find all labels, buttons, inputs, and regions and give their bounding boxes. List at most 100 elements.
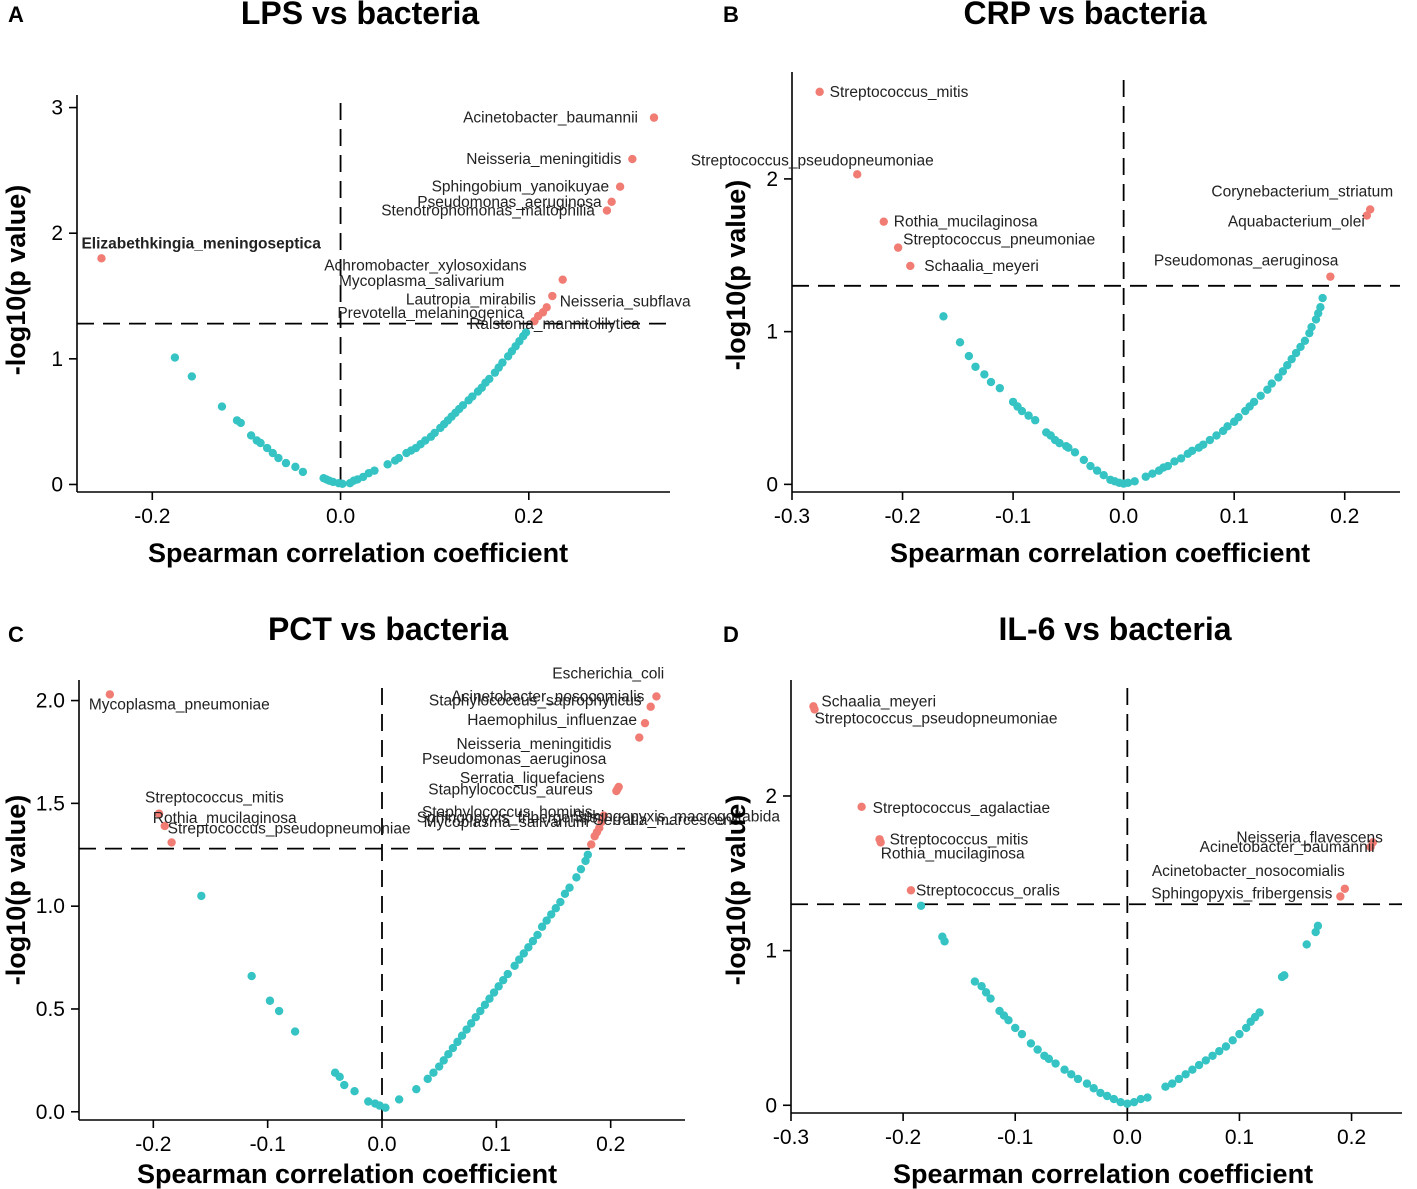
panel-a-point-nonsignificant (236, 418, 245, 428)
panel-b-point-label: Streptococcus_mitis (830, 84, 969, 101)
panel-b-point-significant (815, 87, 824, 97)
panel-a-point-nonsignificant (274, 453, 283, 463)
panel-a-letter: A (8, 2, 24, 27)
panel-d-point-nonsignificant (1073, 1074, 1083, 1084)
panel-a-point-nonsignificant (268, 448, 277, 458)
panel-d-point-nonsignificant (1011, 1023, 1020, 1033)
panel-a-point-label: Mycoplasma_salivarium (339, 273, 504, 290)
panel-a-point-label: Lautropia_mirabilis (406, 291, 536, 308)
panel-d-point-nonsignificant (1221, 1042, 1231, 1051)
panel-c-point-label: Streptococcus_mitis (145, 790, 284, 807)
panel-b-point-label: Corynebacterium_striatum (1211, 183, 1393, 200)
panel-c-point-nonsignificant (247, 971, 256, 981)
panel-d-point-nonsignificant (981, 988, 991, 997)
panel-c-point-nonsignificant (335, 1072, 344, 1082)
panel-a-y-tick-label: 2 (51, 222, 63, 245)
panel-b-point-nonsignificant (1024, 411, 1033, 420)
panel-c-point-significant (612, 786, 621, 796)
panel-b-point-nonsignificant (1064, 443, 1073, 452)
panel-b-point-nonsignificant (1086, 461, 1095, 471)
panel-b-point-label: Aquabacterium_olei (1228, 214, 1365, 231)
panel-a-point-label: Neisseria_subflava (560, 293, 691, 310)
panel-d-point-nonsignificant (1161, 1082, 1170, 1091)
panel-c-point-nonsignificant (499, 975, 508, 985)
panel-d-point-nonsignificant (1194, 1060, 1204, 1070)
panel-b-point-label: Streptococcus_pseudopneumoniae (691, 152, 934, 169)
panel-c-point-nonsignificant (471, 1012, 480, 1022)
panel-b-point-nonsignificant (1249, 397, 1259, 407)
panel-a-x-tick-label: -0.2 (134, 505, 170, 528)
panel-b-point-significant (879, 217, 888, 226)
panel-a-point-significant (558, 275, 567, 284)
panel-b-point-nonsignificant (1307, 322, 1316, 332)
panel-b-point-nonsignificant (1267, 379, 1276, 388)
panel-c-y-tick-label: 1.0 (36, 895, 65, 918)
panel-b-point-label: Rothia_mucilaginosa (894, 214, 1038, 231)
panel-d-point-label: Neisseria_flavescens (1236, 829, 1383, 846)
panel-b-x-tick-label: -0.1 (995, 505, 1031, 528)
panel-c-point-nonsignificant (494, 982, 503, 991)
panel-c-point-nonsignificant (551, 904, 560, 913)
panel-d-point-nonsignificant (1060, 1065, 1069, 1074)
panel-d-letter: D (723, 622, 739, 647)
panel-c-point-nonsignificant (528, 936, 538, 946)
panel-b-point-nonsignificant (1274, 373, 1283, 382)
panel-d-point-nonsignificant (1313, 921, 1323, 931)
panel-c-point-nonsignificant (364, 1097, 373, 1106)
panel-a-y-tick-label: 0 (51, 473, 63, 496)
panel-d-point-label: Rothia_mucilaginosa (881, 845, 1025, 862)
panel-b-x-tick-label: 0.1 (1220, 505, 1249, 528)
panel-c-point-nonsignificant (434, 1062, 444, 1071)
panel-d-x-tick-label: 0.0 (1113, 1126, 1142, 1149)
panel-b-point-nonsignificant (1055, 438, 1064, 448)
panel-c-point-significant (587, 840, 596, 849)
panel-b-point-significant (853, 170, 862, 179)
panel-d-point-significant (1366, 842, 1375, 852)
panel-a-point-label: Stenotrophomonas_maltophilia (381, 203, 595, 220)
panel-b-title: CRP vs bacteria (963, 0, 1206, 31)
panel-a-point-nonsignificant (217, 402, 227, 411)
panel-a-point-nonsignificant (291, 462, 300, 472)
panel-c-point-label: Rothia_mucilaginosa (153, 810, 297, 827)
panel-b-point-nonsignificant (1170, 457, 1179, 466)
panel-b-point-label: Pseudomonas_aeruginosa (1154, 253, 1339, 270)
panel-b-point-nonsignificant (995, 383, 1005, 393)
panel-b-point-nonsignificant (964, 351, 974, 361)
panel-c-point-nonsignificant (429, 1068, 438, 1077)
panel-d-point-nonsignificant (1136, 1094, 1145, 1104)
panel-a-point-nonsignificant (468, 392, 477, 401)
panel-a-point-significant (548, 291, 557, 301)
panel-d-point-nonsignificant (1123, 1099, 1132, 1108)
panel-a-x-tick-label: 0.0 (326, 505, 355, 528)
panel-a-point-nonsignificant (485, 374, 494, 384)
panel-b-point-significant (1362, 211, 1372, 220)
panel-d-point-nonsignificant (1201, 1056, 1211, 1065)
panel-b-point-nonsignificant (1256, 391, 1265, 400)
panel-c-point-nonsignificant (515, 955, 524, 964)
panel-c-point-nonsignificant (340, 1080, 349, 1090)
panel-a-point-significant (628, 154, 637, 164)
panel-a-point-nonsignificant (383, 460, 392, 469)
panel-b-point-label: Schaalia_meyeri (924, 258, 1039, 275)
panel-b-point-nonsignificant (1187, 446, 1197, 455)
panel-c-point-label: Staphylococcus_aureus (428, 782, 593, 799)
panel-c-point-label: Sphingopyxis_fribergensis (417, 809, 598, 826)
panel-c-y-tick-label: 1.5 (36, 792, 65, 815)
panel-c-point-nonsignificant (576, 864, 586, 874)
panel-c-title: PCT vs bacteria (268, 611, 508, 647)
panel-b-point-nonsignificant (1212, 431, 1221, 440)
panel-c-x-tick-label: 0.2 (596, 1133, 625, 1156)
panel-a-x-tick-label: 0.2 (514, 505, 543, 528)
panel-a-point-label: Acinetobacter_baumannii (463, 110, 638, 127)
panel-d-point-label: Acinetobacter_nosocomialis (1152, 863, 1345, 880)
panel-b-point-nonsignificant (1123, 478, 1133, 488)
panel-a-point-nonsignificant (430, 428, 439, 438)
panel-c-x-tick-label: -0.2 (135, 1133, 171, 1156)
panel-d-point-nonsignificant (986, 994, 995, 1003)
panel-a-point-label: Achromobacter_xylosoxidans (324, 258, 527, 275)
panel-b-point-nonsignificant (1205, 435, 1215, 445)
panel-c-point-label: Serratia_liquefaciens (460, 770, 605, 787)
panel-b-point-significant (893, 243, 903, 252)
panel-d-point-significant (1336, 892, 1345, 901)
